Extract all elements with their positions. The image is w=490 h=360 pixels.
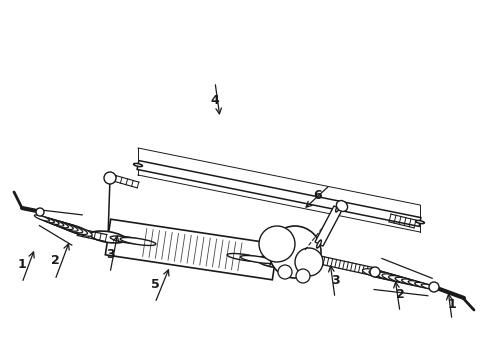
Ellipse shape xyxy=(59,223,87,234)
Text: 5: 5 xyxy=(150,279,159,292)
Polygon shape xyxy=(137,161,421,226)
Ellipse shape xyxy=(408,281,429,288)
Ellipse shape xyxy=(56,222,83,233)
Ellipse shape xyxy=(62,224,92,236)
Circle shape xyxy=(429,282,439,292)
Polygon shape xyxy=(315,206,342,246)
Ellipse shape xyxy=(257,256,293,268)
Text: 2: 2 xyxy=(395,288,404,302)
Ellipse shape xyxy=(375,272,404,282)
Text: 4: 4 xyxy=(211,94,220,107)
Circle shape xyxy=(295,248,323,276)
Circle shape xyxy=(269,226,321,278)
Ellipse shape xyxy=(337,201,347,211)
Text: 3: 3 xyxy=(331,274,339,287)
Ellipse shape xyxy=(34,215,49,221)
Ellipse shape xyxy=(421,284,439,290)
Circle shape xyxy=(104,172,116,184)
Ellipse shape xyxy=(369,270,398,280)
Text: 1: 1 xyxy=(448,298,456,311)
Circle shape xyxy=(370,267,380,277)
Text: 2: 2 xyxy=(50,253,59,266)
Text: 6: 6 xyxy=(314,189,322,202)
Ellipse shape xyxy=(402,279,424,286)
Ellipse shape xyxy=(395,277,418,285)
Ellipse shape xyxy=(90,231,126,243)
Circle shape xyxy=(259,226,295,262)
Ellipse shape xyxy=(44,218,64,226)
Ellipse shape xyxy=(389,275,414,284)
Ellipse shape xyxy=(120,238,156,246)
Ellipse shape xyxy=(317,240,321,248)
Ellipse shape xyxy=(241,256,276,264)
Ellipse shape xyxy=(110,236,146,244)
Ellipse shape xyxy=(47,219,69,228)
Ellipse shape xyxy=(49,220,73,229)
Text: 1: 1 xyxy=(18,258,26,271)
Circle shape xyxy=(36,208,44,216)
Ellipse shape xyxy=(53,221,78,231)
Ellipse shape xyxy=(415,282,434,289)
Circle shape xyxy=(296,269,310,283)
Ellipse shape xyxy=(416,220,424,224)
Text: 3: 3 xyxy=(106,248,114,261)
Ellipse shape xyxy=(134,163,143,167)
Ellipse shape xyxy=(37,216,54,223)
Ellipse shape xyxy=(41,217,59,224)
Ellipse shape xyxy=(363,269,393,279)
Ellipse shape xyxy=(382,274,409,283)
Polygon shape xyxy=(105,219,278,280)
Ellipse shape xyxy=(227,253,263,261)
Ellipse shape xyxy=(336,204,341,212)
Circle shape xyxy=(278,265,292,279)
